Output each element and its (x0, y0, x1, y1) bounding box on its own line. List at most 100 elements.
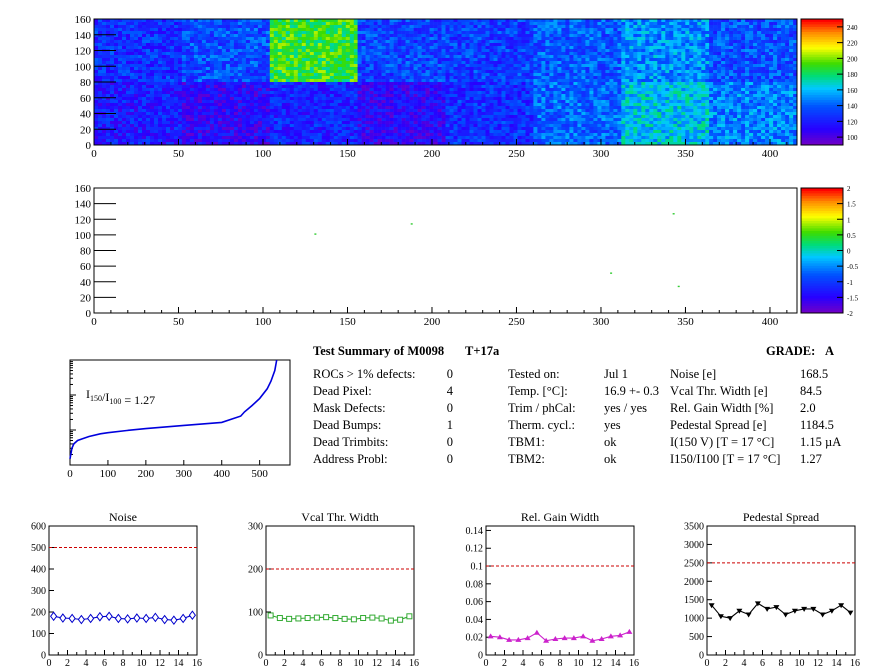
x-tick-label: 0 (91, 148, 97, 160)
summary-label: ROCs > 1% defects: (313, 367, 416, 381)
x-tick-label: 0 (91, 316, 97, 328)
y-tick-label: 0 (478, 651, 483, 662)
x-tick-label: 6 (319, 658, 324, 669)
series-line (711, 602, 851, 619)
summary-label: Noise [e] (670, 367, 717, 381)
x-tick-label: 350 (677, 316, 694, 328)
summary-label: TBM2: (508, 452, 545, 466)
summary-value: 4 (446, 384, 453, 398)
data-point (745, 612, 752, 618)
data-point (524, 635, 531, 641)
y-tick-label: 3000 (684, 540, 704, 551)
y-tick-label: 500 (31, 543, 46, 554)
dead-bump-point (672, 213, 675, 215)
data-point (552, 635, 559, 641)
y-tick-label: 140 (75, 30, 92, 42)
series-line (53, 614, 193, 621)
y-tick-label: 60 (80, 93, 92, 105)
x-tick-label: 250 (508, 316, 525, 328)
plot-frame (48, 525, 198, 656)
summary-value: 1.27 (800, 452, 822, 466)
summary-value: 84.5 (800, 384, 822, 398)
data-point (727, 616, 734, 622)
data-point (170, 615, 178, 626)
x-tick-label: 2 (723, 658, 728, 669)
data-point (838, 603, 845, 609)
palette-tick-label: -0.5 (847, 263, 859, 271)
y-tick-label: 0.02 (466, 633, 484, 644)
dead-bump-point (610, 272, 613, 274)
data-point (124, 614, 132, 624)
x-tick-label: 4 (301, 658, 306, 669)
data-point (828, 608, 835, 614)
x-tick-label: 6 (539, 658, 544, 669)
summary-value: 0 (446, 435, 453, 449)
summary-label: Address Probl: (313, 452, 388, 466)
dead-bump-point (410, 223, 413, 225)
data-point (598, 635, 605, 641)
data-point (543, 637, 550, 643)
data-point (736, 608, 743, 614)
data-point (397, 616, 404, 623)
y-tick-label: 100 (248, 608, 263, 619)
summary-label: I(150 V) [T = 17 °C] (670, 435, 775, 449)
x-tick-label: 8 (338, 658, 343, 669)
x-tick-label: 0 (484, 658, 489, 669)
x-tick-label: 150 (339, 316, 356, 328)
palette-tick-label: 140 (847, 103, 858, 111)
y-tick-label: 20 (80, 124, 92, 136)
x-tick-label: 0 (264, 658, 269, 669)
x-tick-label: 300 (176, 468, 193, 480)
summary-heading: Test Summary of M0098 (313, 344, 445, 358)
x-tick-label: 0 (67, 468, 73, 480)
y-tick-label: 0 (699, 651, 704, 662)
summary-label: Tested on: (508, 367, 560, 381)
y-tick-label: 120 (75, 214, 92, 226)
x-tick-label: 14 (391, 658, 401, 669)
x-tick-label: 250 (508, 148, 525, 160)
y-tick-label: 0 (86, 308, 92, 320)
x-tick-label: 200 (138, 468, 155, 480)
summary-chart-2: Rel. Gain Width 0 2 4 6 8 10 12 14 16 0 0.02 0.04 0.0… (466, 510, 640, 669)
y-tick-label: 200 (248, 565, 263, 576)
y-tick-label: 100 (31, 629, 46, 640)
palette-tick-label: 0 (847, 248, 851, 256)
y-tick-label: 0.12 (466, 544, 484, 555)
data-point (754, 601, 761, 607)
data-point (68, 613, 76, 624)
summary-value: yes / yes (604, 401, 648, 415)
x-tick-label: 8 (779, 658, 784, 669)
palette-tick-label: 160 (847, 87, 858, 95)
x-tick-label: 14 (174, 658, 184, 669)
data-point (151, 612, 159, 623)
data-point (773, 605, 780, 611)
summary-label: Trim / phCal: (508, 401, 576, 415)
y-tick-label: 160 (75, 183, 92, 195)
x-tick-label: 300 (593, 316, 610, 328)
summary-value: 16.9 +- 0.3 (604, 384, 659, 398)
x-tick-label: 16 (192, 658, 202, 669)
x-tick-label: 16 (629, 658, 639, 669)
summary-chart-3: Pedestal Spread 0 2 4 6 8 10 12 14 16 0 500 1000 1500… (684, 510, 860, 669)
data-point (286, 615, 293, 622)
summary-value: 1 (446, 418, 453, 432)
summary-value: 0 (446, 367, 453, 381)
summary-value: 1184.5 (800, 418, 834, 432)
y-tick-label: 100 (75, 230, 92, 242)
data-point (378, 615, 385, 622)
summary-value: 1.15 µA (800, 435, 842, 449)
summary-label: TBM1: (508, 435, 545, 449)
y-tick-label: 20 (80, 292, 92, 304)
summary-label: Rel. Gain Width [%] (670, 401, 774, 415)
data-point (114, 613, 122, 624)
data-point (506, 636, 513, 642)
x-tick-label: 8 (558, 658, 563, 669)
x-tick-label: 0 (705, 658, 710, 669)
y-tick-label: 40 (80, 109, 92, 121)
x-tick-label: 100 (255, 148, 272, 160)
summary-value: ok (604, 435, 617, 449)
y-tick-label: 80 (80, 77, 92, 89)
data-point (607, 633, 614, 639)
y-tick-label: 300 (31, 586, 46, 597)
x-tick-label: 400 (762, 316, 779, 328)
